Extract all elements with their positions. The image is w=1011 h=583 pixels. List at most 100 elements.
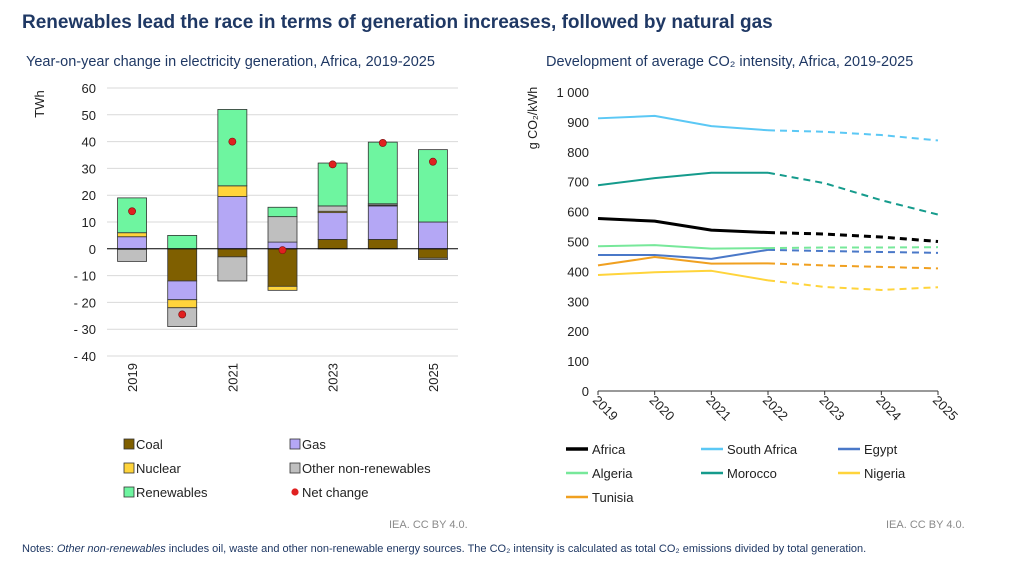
y-tick-label: 30	[82, 161, 96, 176]
y-tick-label: 10	[82, 215, 96, 230]
y-tick-label: 800	[567, 145, 589, 160]
bar-segment-other-non-renewables	[217, 256, 248, 282]
bar-segment-other-non-renewables	[117, 248, 147, 262]
y-tick-label: - 30	[74, 322, 96, 337]
legend-label: Nuclear	[136, 461, 181, 476]
bar-segment-nuclear	[267, 285, 298, 291]
y-tick-label: 0	[89, 242, 96, 257]
right-chart-credit: IEA. CC BY 4.0.	[886, 519, 965, 531]
y-tick-label: 50	[82, 108, 96, 123]
legend-swatch-renewables	[123, 486, 135, 498]
bar-segment-coal	[217, 248, 248, 258]
bar-segment-renewables	[317, 162, 348, 207]
y-axis-label: TWh	[32, 90, 47, 117]
y-tick-label: 600	[567, 205, 589, 220]
net-change-marker	[228, 137, 237, 146]
y-tick-label: 60	[82, 81, 96, 96]
net-change-marker	[378, 139, 387, 147]
bar-segment-nuclear	[167, 299, 198, 309]
bar-segment-renewables	[117, 197, 147, 234]
legend-swatch-coal	[123, 438, 135, 450]
y-tick-label: 500	[567, 235, 589, 250]
bar-segment-coal	[367, 239, 398, 250]
legend-label: Morocco	[727, 466, 777, 481]
bar-segment-renewables	[167, 234, 198, 250]
y-tick-label: - 20	[74, 295, 96, 310]
x-tick-label: 2023	[817, 393, 848, 424]
bar-segment-gas	[367, 205, 398, 240]
legend-label: Africa	[592, 442, 626, 457]
series-line-tunisia	[597, 256, 769, 267]
legend-label: Renewables	[136, 485, 208, 500]
series-projection-morocco	[767, 171, 939, 216]
bar-segment-nuclear	[117, 232, 147, 238]
legend-swatch-other-non-renewables	[289, 462, 301, 474]
notes-prefix: Notes:	[22, 543, 57, 555]
x-tick-label: 2019	[590, 393, 621, 424]
y-tick-label: 40	[82, 135, 96, 150]
net-change-marker	[278, 246, 287, 255]
legend-label: Coal	[136, 437, 163, 452]
y-tick-label: - 40	[74, 349, 96, 364]
y-tick-label: 400	[567, 264, 589, 279]
series-line-africa	[597, 216, 769, 235]
bar-segment-coal	[267, 248, 298, 287]
bar-segment-gas	[418, 221, 448, 250]
legend-marker-net-change	[291, 488, 299, 496]
x-tick-label: 2023	[326, 363, 341, 392]
net-change-marker	[328, 160, 337, 169]
net-change-marker	[429, 157, 437, 166]
series-projection-algeria	[767, 246, 939, 250]
x-tick-label: 2020	[647, 393, 678, 424]
net-change-marker	[128, 207, 136, 216]
bar-segment-coal	[418, 248, 448, 259]
legend-label: Other non-renewables	[302, 461, 431, 476]
bar-segment-coal	[167, 248, 198, 282]
bar-segment-gas	[167, 280, 198, 301]
y-tick-label: 900	[567, 115, 589, 130]
legend-label: Algeria	[592, 466, 633, 481]
series-line-south-africa	[597, 114, 769, 132]
legend-label: Tunisia	[592, 490, 634, 505]
x-tick-label: 2019	[125, 363, 140, 392]
y-tick-label: 20	[82, 188, 96, 203]
series-projection-africa	[767, 231, 939, 243]
notes-text: includes oil, waste and other non-renewa…	[165, 543, 867, 555]
bar-segment-nuclear	[217, 185, 248, 197]
notes-italic-term: Other non-renewables	[56, 543, 166, 555]
bar-segment-renewables	[367, 141, 398, 205]
y-tick-label: 100	[567, 354, 589, 369]
x-tick-label: 2022	[760, 393, 791, 424]
bar-segment-renewables	[217, 109, 248, 187]
bar-segment-gas	[117, 236, 147, 250]
y-tick-label: 200	[567, 324, 589, 339]
bar-segment-renewables	[267, 206, 298, 218]
legend-swatch-nuclear	[123, 462, 135, 474]
left-chart-title: Year-on-year change in electricity gener…	[26, 54, 435, 70]
bar-segment-other-non-renewables	[267, 216, 298, 243]
x-tick-label: 2025	[426, 363, 441, 392]
left-chart-credit: IEA. CC BY 4.0.	[389, 519, 468, 531]
legend-label: Net change	[302, 485, 369, 500]
series-line-egypt	[598, 248, 769, 260]
net-change-marker	[178, 310, 187, 319]
x-tick-label: 2025	[930, 393, 961, 424]
y-tick-label: 300	[567, 294, 589, 309]
bar-segment-gas	[317, 212, 348, 240]
y-tick-label: 700	[567, 175, 589, 190]
series-line-nigeria	[597, 269, 769, 282]
right-chart-title: Development of average CO₂ intensity, Af…	[546, 54, 914, 70]
series-projection-tunisia	[767, 262, 939, 270]
legend-label: Gas	[302, 437, 326, 452]
bar-segment-gas	[217, 196, 248, 250]
page-title: Renewables lead the race in terms of gen…	[22, 12, 773, 33]
series-projection-egypt	[767, 248, 939, 254]
y-axis-label: g CO₂/kWh	[526, 87, 540, 150]
series-projection-south-africa	[767, 129, 939, 142]
x-tick-label: 2024	[873, 393, 904, 424]
x-tick-label: 2021	[225, 363, 240, 392]
x-tick-label: 2021	[703, 393, 734, 424]
series-line-morocco	[597, 171, 768, 187]
legend-label: Egypt	[864, 442, 898, 457]
bar-segment-other-non-renewables	[418, 257, 448, 260]
